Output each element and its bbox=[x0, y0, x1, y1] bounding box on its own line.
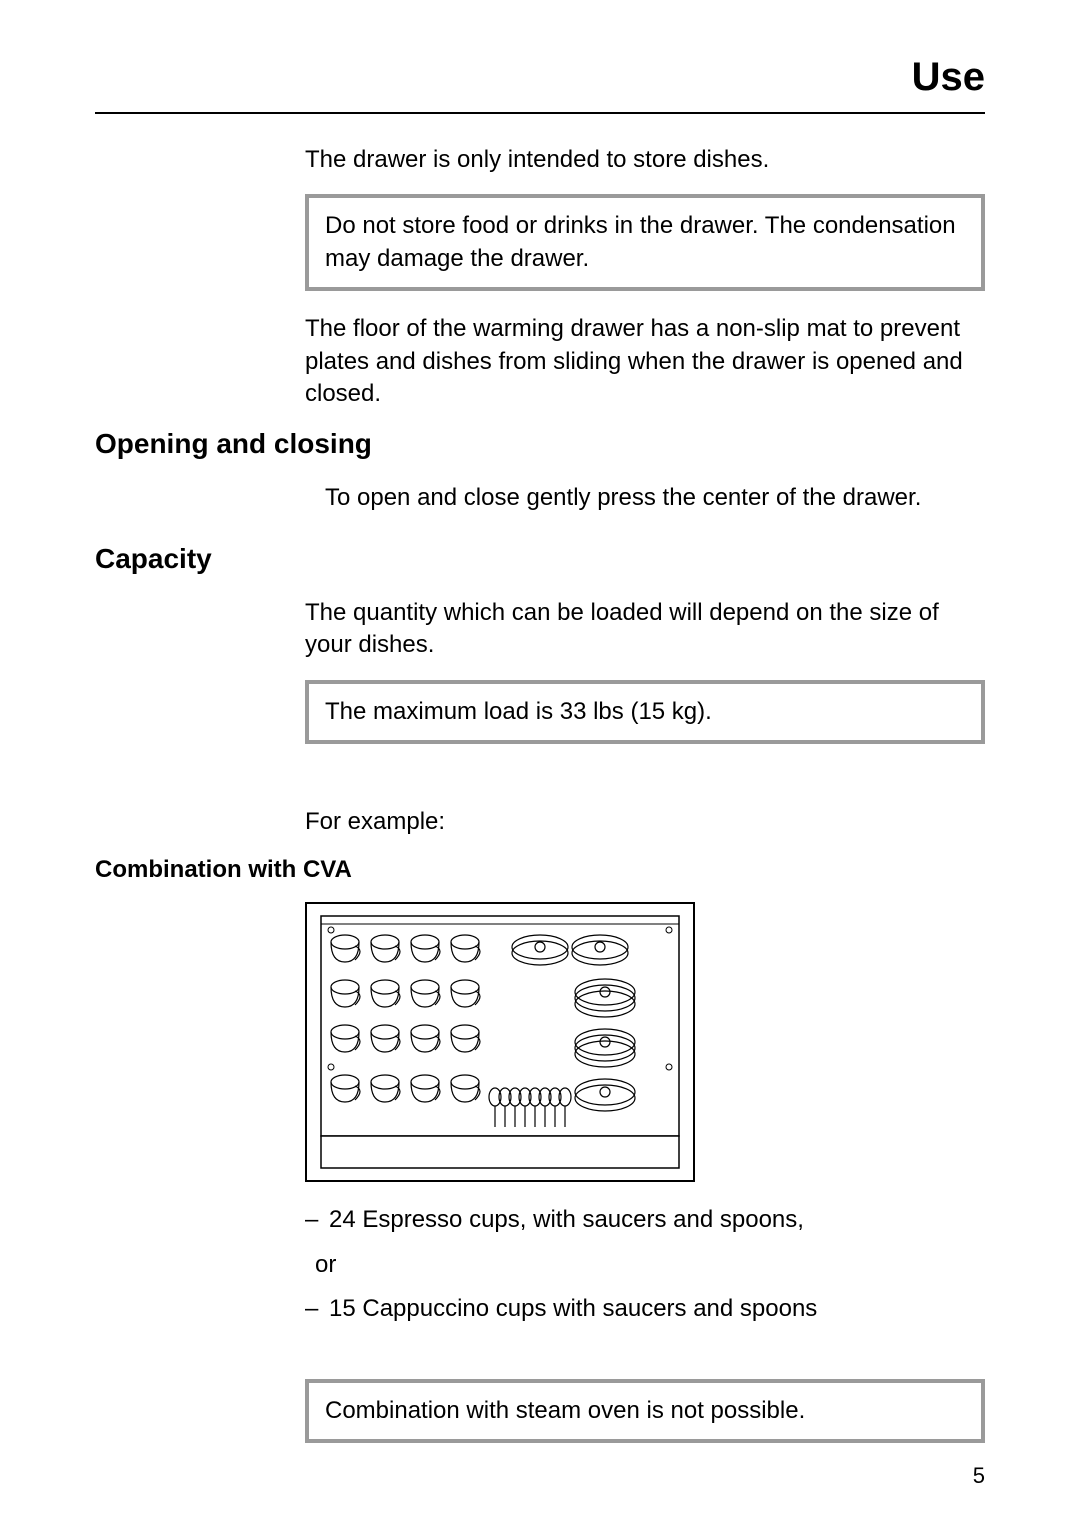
intro-callout: Do not store food or drinks in the drawe… bbox=[305, 194, 985, 291]
capacity-heading: Capacity bbox=[95, 543, 985, 575]
combination-block: –24 Espresso cups, with saucers and spoo… bbox=[305, 902, 985, 1443]
intro-line-1: The drawer is only intended to store dis… bbox=[305, 144, 985, 176]
capacity-example-label: For example: bbox=[305, 806, 985, 838]
intro-block: The drawer is only intended to store dis… bbox=[305, 144, 985, 410]
dash-icon: – bbox=[305, 1204, 329, 1236]
opening-heading: Opening and closing bbox=[95, 428, 985, 460]
combo-item-1-text: 24 Espresso cups, with saucers and spoon… bbox=[329, 1206, 804, 1233]
opening-text: To open and close gently press the cente… bbox=[325, 482, 985, 514]
page-container: Use The drawer is only intended to store… bbox=[0, 0, 1080, 1529]
page-number: 5 bbox=[973, 1463, 985, 1489]
capacity-line-1: The quantity which can be loaded will de… bbox=[305, 597, 985, 662]
combination-callout: Combination with steam oven is not possi… bbox=[305, 1379, 985, 1443]
capacity-block: The quantity which can be loaded will de… bbox=[305, 597, 985, 839]
title-rule bbox=[95, 112, 985, 114]
intro-line-2: The floor of the warming drawer has a no… bbox=[305, 313, 985, 410]
capacity-callout: The maximum load is 33 lbs (15 kg). bbox=[305, 680, 985, 744]
combo-item-1: –24 Espresso cups, with saucers and spoo… bbox=[305, 1204, 985, 1236]
combination-heading: Combination with CVA bbox=[95, 856, 985, 884]
drawer-illustration bbox=[305, 902, 695, 1182]
combo-item-2-text: 15 Cappuccino cups with saucers and spoo… bbox=[329, 1295, 817, 1322]
dash-icon: – bbox=[305, 1293, 329, 1325]
combo-item-2: –15 Cappuccino cups with saucers and spo… bbox=[305, 1293, 985, 1325]
combo-or: or bbox=[315, 1251, 985, 1279]
page-title: Use bbox=[95, 55, 985, 100]
